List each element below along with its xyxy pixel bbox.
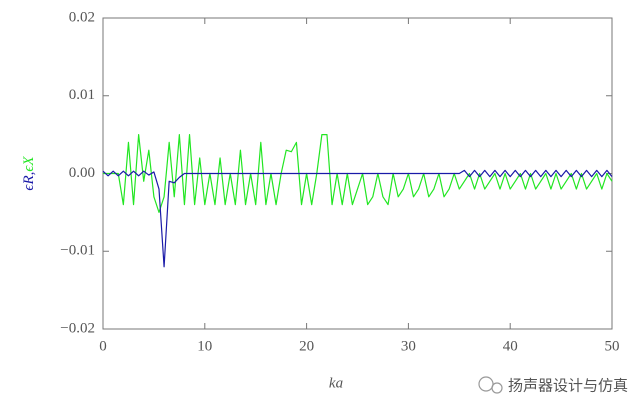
legend-entry: ϵX — [21, 156, 37, 172]
y-tick-label: 0.02 — [69, 9, 95, 25]
x-tick-label: 50 — [605, 338, 620, 354]
legend-entry: ϵR — [21, 175, 37, 190]
y-axis-label: ϵR,ϵX — [21, 156, 37, 191]
y-tick-label: −0.01 — [60, 243, 95, 259]
x-tick-label: 40 — [503, 338, 518, 354]
icon-ring — [478, 376, 494, 392]
x-tick-label: 20 — [299, 338, 314, 354]
x-tick-label: 0 — [99, 338, 107, 354]
y-tick-label: −0.02 — [60, 320, 95, 336]
x-tick-label: 10 — [197, 338, 212, 354]
x-tick-label: 30 — [401, 338, 416, 354]
watermark: 扬声器设计与仿真 — [508, 377, 628, 395]
y-tick-label: 0.00 — [69, 165, 95, 181]
x-axis-label: ka — [329, 375, 343, 391]
icon-ring — [491, 382, 503, 394]
series-line — [102, 169, 613, 268]
y-tick-label: 0.01 — [69, 87, 95, 103]
watermark-icon — [478, 376, 503, 394]
y-axis-label-separator: , — [21, 172, 37, 176]
series-line — [103, 134, 613, 213]
